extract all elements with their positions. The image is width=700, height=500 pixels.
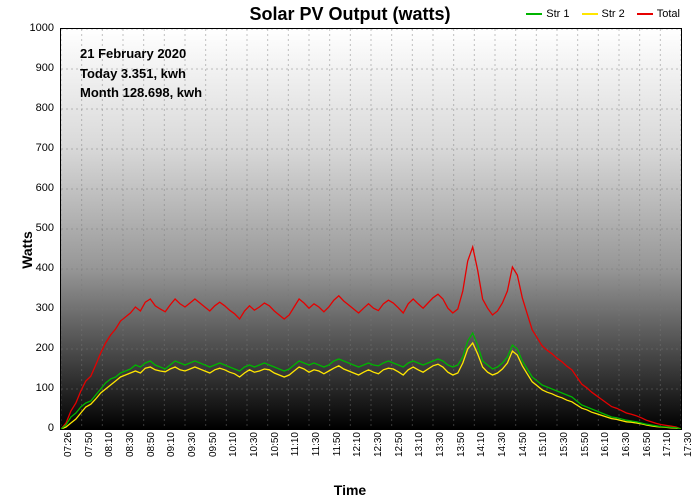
x-tick-label: 13:30 [435, 432, 446, 457]
x-tick-label: 08:10 [104, 432, 115, 457]
x-tick-label: 11:50 [332, 432, 343, 456]
x-tick-label: 12:50 [394, 432, 405, 457]
y-tick-label: 800 [36, 102, 54, 114]
y-tick-label: 1000 [30, 22, 54, 34]
y-tick-label: 200 [36, 342, 54, 354]
x-tick-label: 15:30 [559, 432, 570, 457]
y-tick-label: 400 [36, 262, 54, 274]
x-tick-label: 14:50 [518, 432, 529, 457]
x-tick-label: 17:10 [662, 432, 673, 457]
x-tick-label: 08:30 [125, 432, 136, 457]
y-tick-label: 600 [36, 182, 54, 194]
x-tick-label: 12:30 [373, 432, 384, 457]
x-tick-label: 15:50 [580, 432, 591, 457]
y-tick-label: 300 [36, 302, 54, 314]
x-tick-label: 16:30 [621, 432, 632, 457]
y-tick-label: 100 [36, 382, 54, 394]
y-tick-label: 900 [36, 62, 54, 74]
x-tick-label: 14:10 [476, 432, 487, 457]
x-tick-label: 10:30 [249, 432, 260, 457]
x-tick-label: 16:50 [642, 432, 653, 457]
x-tick-label: 10:50 [270, 432, 281, 457]
x-tick-label: 12:10 [352, 432, 363, 457]
y-tick-label: 0 [48, 422, 54, 434]
legend-label: Str 2 [602, 8, 625, 20]
x-tick-label: 17:30 [683, 432, 694, 457]
legend-label: Str 1 [546, 8, 569, 20]
x-tick-label: 13:50 [456, 432, 467, 457]
info-text: 21 February 2020 Today 3.351, kwh Month … [80, 44, 202, 103]
x-tick-label: 08:50 [146, 432, 157, 457]
x-tick-label: 15:10 [538, 432, 549, 457]
x-axis-label: Time [0, 482, 700, 498]
x-tick-label: 07:50 [84, 432, 95, 457]
info-today: Today 3.351, kwh [80, 64, 202, 84]
x-tick-label: 11:30 [311, 432, 322, 456]
legend-item: Total [637, 8, 680, 20]
legend-swatch [637, 13, 653, 15]
info-date: 21 February 2020 [80, 44, 202, 64]
x-tick-label: 07:26 [63, 432, 74, 457]
x-tick-label: 14:30 [497, 432, 508, 457]
x-tick-label: 16:10 [600, 432, 611, 457]
legend-swatch [582, 13, 598, 15]
x-tick-label: 10:10 [228, 432, 239, 457]
info-month: Month 128.698, kwh [80, 83, 202, 103]
x-tick-label: 11:10 [290, 432, 301, 456]
legend-label: Total [657, 8, 680, 20]
legend-item: Str 2 [582, 8, 625, 20]
y-tick-label: 500 [36, 222, 54, 234]
x-ticks: 07:26 07:50 08:10 08:30 08:50 09:10 09:30 09:50… [60, 428, 680, 488]
x-tick-label: 09:50 [208, 432, 219, 457]
chart-container: Solar PV Output (watts) Str 1Str 2Total … [0, 0, 700, 500]
x-tick-label: 13:10 [414, 432, 425, 457]
x-tick-label: 09:10 [166, 432, 177, 457]
y-ticks: 01002003004005006007008009001000 [0, 28, 58, 428]
legend-swatch [526, 13, 542, 15]
legend-item: Str 1 [526, 8, 569, 20]
y-tick-label: 700 [36, 142, 54, 154]
legend: Str 1 Str 2 Total [526, 8, 680, 20]
x-tick-label: 09:30 [187, 432, 198, 457]
